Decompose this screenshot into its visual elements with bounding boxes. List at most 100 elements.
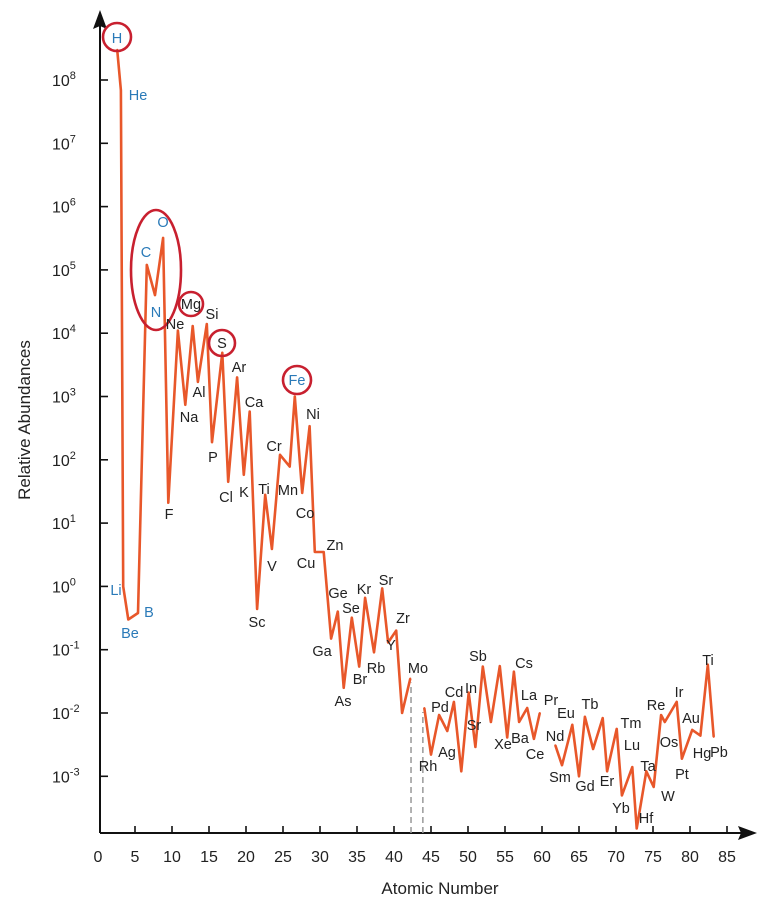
data-point — [387, 641, 390, 644]
axes: 0 5 10 15 20 25 30 35 40 45 50 55 60 65 70 75 80 85 108 107… — [52, 10, 757, 866]
data-point — [336, 610, 339, 613]
element-label: F — [165, 507, 174, 523]
data-point — [506, 736, 509, 739]
element-label: Mo — [408, 661, 428, 677]
element-label: Na — [180, 410, 199, 426]
data-point — [571, 723, 574, 726]
x-axis-arrow — [738, 826, 757, 840]
element-label: H — [112, 31, 122, 47]
data-point — [438, 713, 441, 716]
element-label: Si — [206, 307, 219, 323]
y-tick-label: 100 — [52, 576, 76, 596]
x-tick-label: 15 — [200, 849, 218, 866]
element-label: B — [144, 605, 154, 621]
data-point — [532, 737, 535, 740]
element-label: Nd — [546, 729, 565, 745]
data-point — [119, 89, 122, 92]
data-point — [264, 493, 267, 496]
data-point — [712, 735, 715, 738]
x-axis-label: Atomic Number — [381, 879, 498, 898]
element-label: Ge — [328, 586, 347, 602]
element-label: Ta — [640, 759, 656, 775]
data-point — [322, 550, 325, 553]
x-tick-label: 5 — [131, 849, 140, 866]
data-point — [560, 764, 563, 767]
data-point — [512, 670, 515, 673]
data-point — [452, 700, 455, 703]
element-label: Fe — [289, 373, 306, 389]
data-point — [652, 785, 655, 788]
y-tick-label: 101 — [52, 513, 76, 533]
element-label: Eu — [557, 706, 575, 722]
element-label: Ag — [438, 745, 456, 761]
y-tick-label: 106 — [52, 197, 76, 217]
data-point — [358, 665, 361, 668]
y-tick-label: 103 — [52, 387, 76, 407]
element-label: La — [521, 688, 538, 704]
element-label: Cd — [445, 685, 464, 701]
element-label: S — [217, 336, 227, 352]
data-point — [460, 770, 463, 773]
data-point — [221, 351, 224, 354]
highlight-circle-mg — [177, 290, 205, 318]
element-label: Se — [342, 601, 360, 617]
data-point — [474, 746, 477, 749]
x-tick-label: 65 — [570, 849, 588, 866]
x-tick-label: 75 — [644, 849, 662, 866]
y-tick-label: 107 — [52, 133, 76, 153]
data-point — [660, 713, 663, 716]
data-point — [210, 441, 213, 444]
element-label: Hf — [639, 811, 654, 827]
data-point — [122, 585, 125, 588]
data-point — [162, 236, 165, 239]
chart-marks — [101, 21, 715, 833]
element-label: Hg — [693, 746, 712, 762]
highlight-ellipse-cno — [129, 208, 183, 332]
data-point — [645, 770, 648, 773]
element-label: In — [465, 681, 477, 697]
x-tick-label: 85 — [718, 849, 736, 866]
data-point — [699, 734, 702, 737]
data-point — [136, 611, 139, 614]
data-point — [583, 715, 586, 718]
element-label: Pb — [710, 745, 728, 761]
element-label: He — [129, 88, 148, 104]
element-label: As — [335, 694, 352, 710]
element-label: O — [157, 215, 168, 231]
element-label: P — [208, 450, 218, 466]
data-point — [227, 480, 230, 483]
element-label: Ba — [511, 731, 530, 747]
data-point — [196, 380, 199, 383]
data-point — [592, 747, 595, 750]
y-tick-label: 10-2 — [52, 703, 80, 723]
element-label: Cr — [266, 439, 281, 455]
series-line-segment — [554, 663, 715, 830]
element-label: Mg — [181, 297, 201, 313]
data-point — [350, 616, 353, 619]
data-point — [706, 663, 709, 666]
data-point — [176, 329, 179, 332]
data-point — [145, 263, 148, 266]
element-label: Lu — [624, 738, 640, 754]
element-label: Ti — [702, 653, 714, 669]
element-label: Br — [353, 672, 368, 688]
data-point — [601, 717, 604, 720]
element-label: Zr — [396, 611, 410, 627]
element-label: Mn — [278, 483, 298, 499]
data-point — [270, 547, 273, 550]
y-tick-label: 105 — [52, 260, 76, 280]
element-label: Sb — [469, 649, 487, 665]
y-axis-label: Relative Abundances — [15, 340, 34, 500]
element-label: Tb — [582, 697, 599, 713]
element-label: V — [267, 559, 277, 575]
element-label: Sm — [549, 770, 571, 786]
element-label: Re — [647, 698, 666, 714]
x-tick-label: 10 — [163, 849, 181, 866]
element-label: Kr — [357, 582, 372, 598]
element-label: K — [239, 485, 249, 501]
x-tick-label: 20 — [237, 849, 255, 866]
y-axis-arrow — [93, 10, 107, 29]
data-point — [308, 425, 311, 428]
y-tick-label: 104 — [52, 323, 76, 343]
data-point — [691, 728, 694, 731]
